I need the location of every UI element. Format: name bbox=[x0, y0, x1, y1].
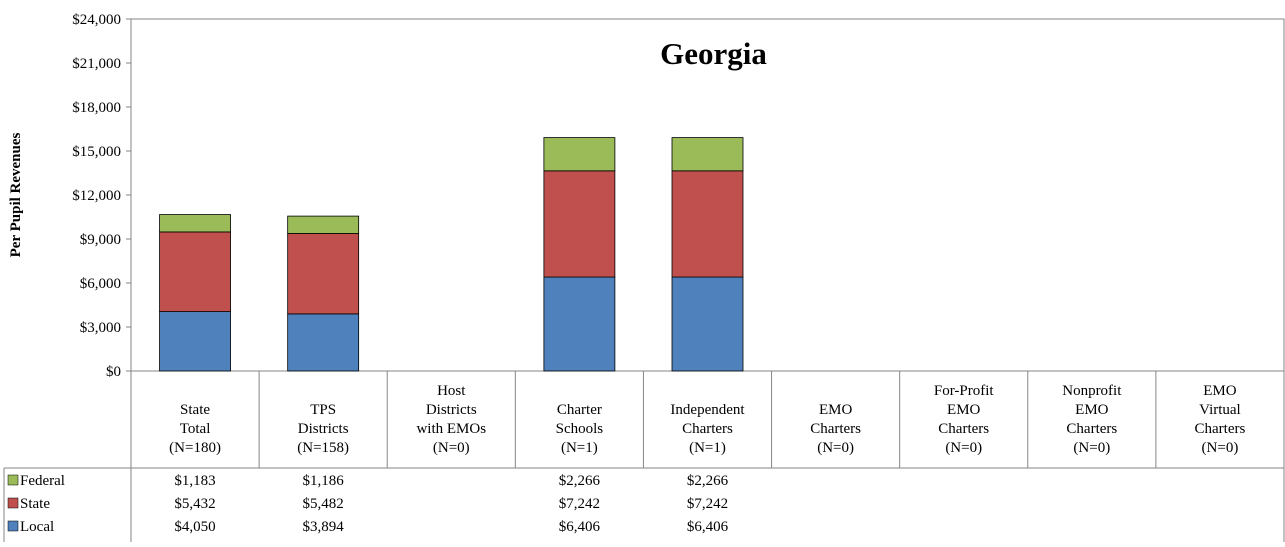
category-label: (N=158) bbox=[297, 440, 349, 456]
category-label: with EMOs bbox=[416, 421, 486, 437]
category-label: (N=0) bbox=[433, 440, 470, 456]
y-tick-label: $6,000 bbox=[80, 276, 121, 292]
category-label: (N=180) bbox=[169, 440, 221, 456]
chart-title: Georgia bbox=[660, 36, 767, 71]
data-label: $3,894 bbox=[303, 519, 345, 535]
legend-key-federal bbox=[7, 474, 19, 486]
data-label: $1,183 bbox=[174, 473, 215, 489]
bar-federal bbox=[159, 214, 231, 233]
category-label: For-Profit bbox=[934, 383, 995, 399]
bar-local bbox=[671, 276, 744, 372]
legend-label: Local bbox=[20, 519, 54, 535]
category-label: EMO bbox=[1203, 383, 1237, 399]
y-tick-label: $18,000 bbox=[72, 100, 121, 116]
bar-federal bbox=[543, 137, 616, 172]
bar-federal bbox=[671, 137, 744, 172]
category-label: Charters bbox=[682, 421, 733, 437]
category-label: TPS bbox=[310, 402, 336, 418]
category-label: Charters bbox=[938, 421, 989, 437]
category-label: Independent bbox=[670, 402, 745, 418]
data-label: $2,266 bbox=[687, 473, 729, 489]
category-label: (N=0) bbox=[945, 440, 982, 456]
bar-local bbox=[159, 311, 231, 372]
y-tick-label: $15,000 bbox=[72, 144, 121, 160]
data-label: $4,050 bbox=[174, 519, 215, 535]
data-label: $6,406 bbox=[687, 519, 729, 535]
category-label: Virtual bbox=[1199, 402, 1241, 418]
category-label: EMO bbox=[1075, 402, 1109, 418]
category-label: (N=0) bbox=[1073, 440, 1110, 456]
data-label: $6,406 bbox=[559, 519, 601, 535]
bar-state bbox=[671, 170, 744, 278]
category-label: Charter bbox=[557, 402, 602, 418]
data-label: $5,432 bbox=[174, 496, 215, 512]
category-label: EMO bbox=[819, 402, 853, 418]
legend-key-local bbox=[7, 520, 19, 532]
bar-local bbox=[287, 313, 360, 372]
legend-key-state bbox=[7, 497, 19, 509]
category-label: Host bbox=[437, 383, 466, 399]
category-label: Districts bbox=[298, 421, 349, 437]
y-tick-label: $24,000 bbox=[72, 12, 121, 28]
data-label: $2,266 bbox=[559, 473, 601, 489]
legend-label: Federal bbox=[20, 473, 65, 489]
category-label: Charters bbox=[1066, 421, 1117, 437]
data-label: $7,242 bbox=[687, 496, 728, 512]
y-tick-label: $0 bbox=[106, 364, 121, 380]
data-label: $7,242 bbox=[559, 496, 600, 512]
category-label: Charters bbox=[810, 421, 861, 437]
category-label: (N=1) bbox=[561, 440, 598, 456]
bar-state bbox=[543, 170, 616, 278]
y-tick-label: $21,000 bbox=[72, 56, 121, 72]
data-label: $1,186 bbox=[303, 473, 345, 489]
bar-state bbox=[287, 233, 360, 315]
category-label: Charters bbox=[1195, 421, 1246, 437]
y-tick-label: $9,000 bbox=[80, 232, 121, 248]
category-label: Total bbox=[180, 421, 211, 437]
category-label: (N=0) bbox=[1202, 440, 1239, 456]
bar-local bbox=[543, 276, 616, 372]
y-axis-label: Per Pupil Revenues bbox=[8, 132, 24, 257]
bar-state bbox=[159, 231, 231, 312]
data-label: $5,482 bbox=[303, 496, 344, 512]
category-label: Nonprofit bbox=[1062, 383, 1122, 399]
y-tick-label: $12,000 bbox=[72, 188, 121, 204]
y-tick-label: $3,000 bbox=[80, 320, 121, 336]
category-label: (N=0) bbox=[817, 440, 854, 456]
bar-federal bbox=[287, 215, 360, 234]
category-label: EMO bbox=[947, 402, 981, 418]
category-label: Schools bbox=[556, 421, 604, 437]
category-label: Districts bbox=[426, 402, 477, 418]
legend-label: State bbox=[20, 496, 50, 512]
category-label: (N=1) bbox=[689, 440, 726, 456]
category-label: State bbox=[180, 402, 210, 418]
